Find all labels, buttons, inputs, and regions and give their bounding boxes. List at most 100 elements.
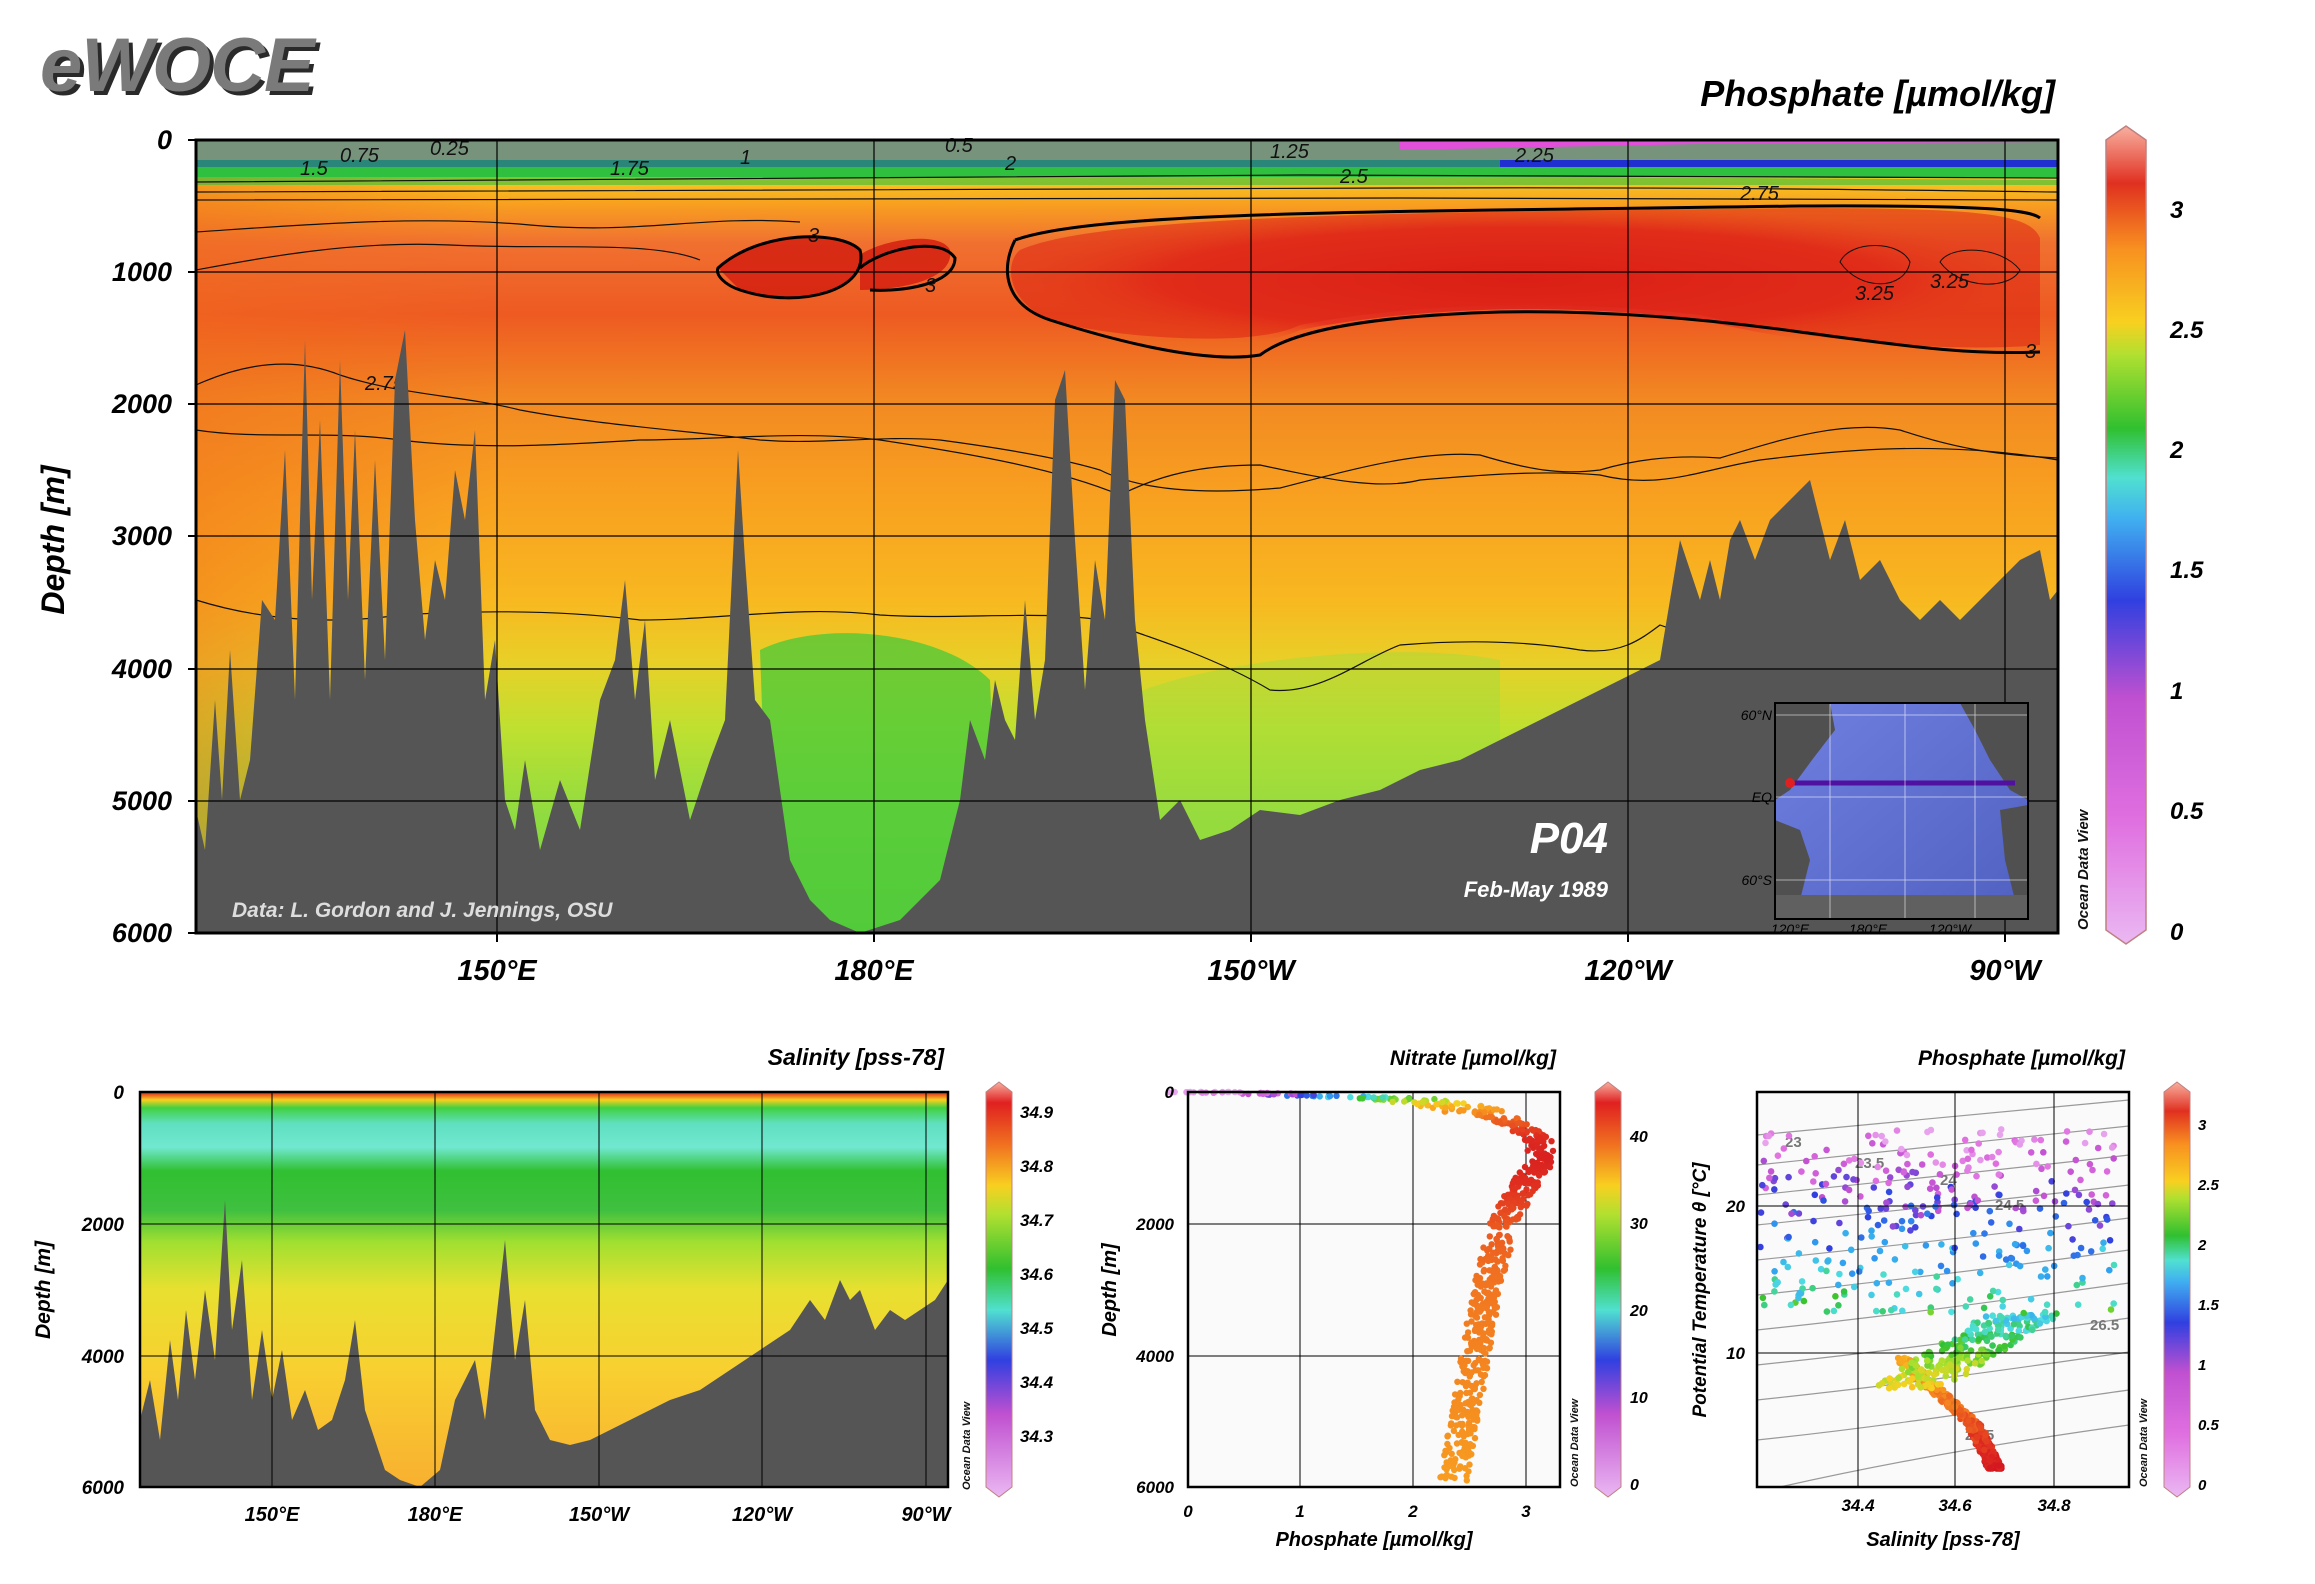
ts-point (1995, 1462, 2003, 1469)
ts-point (1964, 1204, 1971, 1212)
ts-point (2002, 1332, 2009, 1340)
ts-point (1933, 1184, 1940, 1192)
profile-point (1533, 1181, 1541, 1188)
colorbar-tick: 34.4 (1020, 1373, 1054, 1392)
ts-point (1858, 1234, 1865, 1241)
salinity-xticks: 150°E 180°E 150°W 120°W 90°W (245, 1504, 953, 1526)
profile-point (1474, 1367, 1482, 1374)
ytick-label: 0 (157, 125, 172, 155)
ts-point (1968, 1146, 1975, 1154)
profile-point (1482, 1320, 1490, 1328)
ts-point (2060, 1199, 2068, 1207)
colorbar-tick: 0 (1630, 1477, 1639, 1494)
cruise-date: Feb-May 1989 (1464, 877, 1609, 902)
ts-point (2047, 1229, 2054, 1237)
ts-point (1868, 1233, 1875, 1240)
ts-point (1971, 1360, 1979, 1367)
ts-point (1893, 1127, 1901, 1134)
ts-point (1840, 1160, 1848, 1168)
profile-point (1480, 1268, 1488, 1275)
profile-point (1536, 1146, 1543, 1153)
ts-point (2063, 1128, 2071, 1135)
ts-point (2040, 1192, 2048, 1200)
profile-point (1496, 1119, 1503, 1126)
ts-point (1782, 1201, 1789, 1208)
colorbar-tick: 0.5 (2170, 798, 2204, 825)
ts-point (2010, 1315, 2018, 1322)
ts-point (1830, 1173, 1838, 1180)
ts-point (1911, 1268, 1919, 1276)
ts-point (1938, 1241, 1945, 1248)
colorbar-tick: 34.9 (1020, 1103, 1054, 1122)
profile-point (1477, 1294, 1484, 1302)
ts-point (2036, 1205, 2044, 1212)
ts-point (2048, 1178, 2055, 1185)
profile-point (1492, 1304, 1499, 1311)
ts-point (2089, 1166, 2096, 1174)
colorbar-tick: 34.3 (1020, 1427, 1054, 1446)
ts-point (1830, 1307, 1838, 1315)
ts-point (1757, 1243, 1764, 1251)
ts-point (2027, 1149, 2035, 1156)
ts-point (2102, 1192, 2110, 1199)
ts-point (1956, 1411, 1964, 1419)
inset-lon-label: 120°E (1771, 921, 1810, 937)
profile-point (1471, 1312, 1478, 1319)
ts-point (2040, 1149, 2047, 1156)
ytick-label: 4000 (1135, 1347, 1174, 1366)
ts-point (2070, 1252, 2078, 1259)
ts-point (1980, 1304, 1988, 1312)
ytick-label: 4000 (111, 654, 172, 684)
main-phosphate-section: 0.75 0.25 0.5 1.5 1 1.25 1.75 2 2.25 2.5… (35, 73, 2204, 987)
nitrate-profile-plot: 0 2000 4000 6000 0 1 2 3 Phosphate [µmol… (1099, 1047, 1648, 1551)
ts-point (1922, 1242, 1930, 1249)
ts-point (2072, 1156, 2080, 1164)
ts-point (1887, 1306, 1895, 1314)
ts-point (2081, 1139, 2089, 1147)
profile-point (1460, 1100, 1467, 1107)
profile-point (1471, 1383, 1479, 1390)
profile-point (1524, 1200, 1531, 1208)
ts-point (1961, 1336, 1969, 1343)
ts-point (1998, 1314, 2005, 1321)
profile-point (1465, 1448, 1472, 1455)
profile-point (1472, 1359, 1479, 1367)
ts-point (1999, 1303, 2006, 1310)
ts-point (1798, 1168, 1805, 1175)
profile-point (1465, 1419, 1473, 1427)
ts-point (1878, 1380, 1886, 1387)
ts-point (1924, 1357, 1931, 1364)
ts-point (1800, 1297, 1808, 1305)
profile-point (1465, 1357, 1472, 1365)
ts-point (1796, 1289, 1803, 1297)
profile-point (1444, 1432, 1452, 1439)
inset-lon-label: 120°W (1929, 921, 1973, 937)
xtick-label: 34.8 (2037, 1496, 2071, 1515)
profile-point (1519, 1126, 1526, 1133)
bathymetry-salinity (140, 1200, 948, 1487)
contour-label: 2.25 (1514, 145, 1555, 167)
profile-point (1469, 1424, 1477, 1431)
ts-point (1996, 1191, 2003, 1199)
ts-point (1956, 1336, 1964, 1344)
ts-point (1996, 1131, 2004, 1139)
profile-point (1535, 1172, 1543, 1179)
ts-point (1937, 1380, 1944, 1388)
profile-point (1481, 1109, 1488, 1116)
ts-point (1981, 1446, 1988, 1454)
ts-point (1787, 1301, 1795, 1309)
profile-points (1165, 1088, 1557, 1484)
ts-point (2091, 1217, 2099, 1224)
ts-point (1870, 1184, 1878, 1191)
ts-point (1785, 1173, 1792, 1181)
ts-point (1979, 1253, 1987, 1260)
xtick-label: 34.4 (1841, 1496, 1875, 1515)
ts-point (1822, 1180, 1830, 1188)
ts-point (1810, 1178, 1817, 1185)
ts-point (1868, 1227, 1875, 1234)
profile-point (1473, 1411, 1480, 1419)
contour-label: 1 (740, 147, 751, 169)
ts-point (2001, 1342, 2008, 1350)
xtick-label: 90°W (901, 1504, 952, 1526)
ts-point (1788, 1210, 1795, 1217)
